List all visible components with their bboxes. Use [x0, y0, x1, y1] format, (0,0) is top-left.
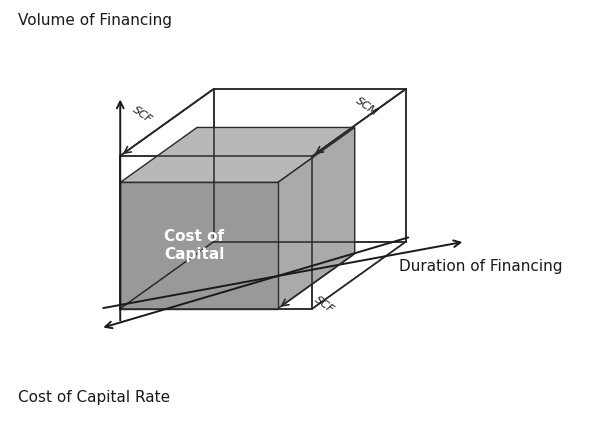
Text: Cost of
Capital: Cost of Capital: [164, 229, 224, 262]
Text: SCM: SCM: [354, 95, 380, 117]
Polygon shape: [120, 128, 355, 182]
Text: SCF: SCF: [131, 104, 154, 125]
Polygon shape: [278, 128, 355, 309]
Text: Duration of Financing: Duration of Financing: [399, 259, 563, 274]
Text: Cost of Capital Rate: Cost of Capital Rate: [18, 390, 170, 405]
Text: SCF: SCF: [312, 295, 336, 315]
Polygon shape: [120, 182, 278, 309]
Text: Volume of Financing: Volume of Financing: [18, 13, 172, 28]
